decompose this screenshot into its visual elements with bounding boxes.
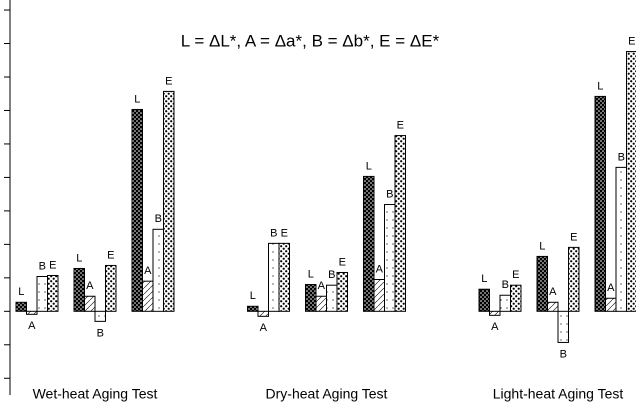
- bar: [305, 284, 317, 312]
- bar: [326, 284, 338, 312]
- bar-label: A: [144, 265, 152, 277]
- bar-label: E: [512, 269, 519, 281]
- bar-label: L: [18, 286, 24, 298]
- bar-label: B: [328, 269, 335, 281]
- bar-label: A: [549, 286, 557, 298]
- bar-label: A: [28, 320, 36, 332]
- bar: [131, 108, 143, 312]
- bar-label: E: [281, 227, 288, 239]
- bar: [152, 228, 164, 312]
- chart-title: L = ΔL*, A = Δa*, B = Δb*, E = ΔE*: [181, 31, 440, 50]
- bar-label: E: [570, 231, 577, 243]
- bar-label: L: [366, 160, 372, 172]
- bar: [105, 264, 117, 312]
- bar: [547, 301, 559, 312]
- bar: [394, 135, 406, 312]
- bar: [73, 267, 85, 312]
- bar-label: B: [97, 327, 104, 339]
- bar-label: B: [155, 213, 162, 225]
- bar: [268, 242, 280, 312]
- bar: [626, 51, 636, 312]
- bar: [605, 297, 617, 312]
- bar: [499, 294, 511, 312]
- bar: [315, 295, 327, 312]
- bar: [94, 310, 106, 322]
- bar: [142, 280, 154, 312]
- bar-label: E: [107, 249, 114, 261]
- bar-label: B: [39, 260, 46, 272]
- bar-label: A: [607, 282, 615, 294]
- bar-label: B: [560, 348, 567, 360]
- bar-label: L: [539, 240, 545, 252]
- bar-label: B: [386, 188, 393, 200]
- bar: [15, 301, 27, 312]
- bar: [278, 242, 290, 312]
- bar: [557, 310, 569, 343]
- bar-label: A: [318, 280, 326, 292]
- bar: [26, 310, 38, 315]
- bar: [489, 310, 501, 316]
- bar: [373, 279, 385, 312]
- x-tick-label: Dry-heat Aging Test: [266, 386, 388, 402]
- bar-label: A: [260, 322, 268, 334]
- bar: [615, 166, 627, 312]
- bar: [510, 284, 522, 312]
- bar: [336, 271, 348, 312]
- x-tick-label: Light-heat Aging Test: [493, 386, 624, 402]
- bar: [594, 95, 606, 312]
- x-tick-label: Wet-heat Aging Test: [33, 386, 158, 402]
- bar: [568, 246, 580, 312]
- bar-label: L: [250, 290, 256, 302]
- bar-label: E: [397, 119, 404, 131]
- bar-label: L: [76, 252, 82, 264]
- bar-label: B: [618, 151, 625, 163]
- bar-label: E: [628, 35, 635, 47]
- bar-label: L: [134, 93, 140, 105]
- bar: [247, 305, 259, 312]
- bar: [384, 204, 396, 312]
- bar-label: L: [308, 268, 314, 280]
- bar-label: A: [376, 263, 384, 275]
- bar: [36, 276, 48, 312]
- bar: [478, 288, 490, 312]
- bar: [536, 255, 548, 312]
- bar: [257, 310, 269, 317]
- bar-label: E: [339, 256, 346, 268]
- bar-label: L: [597, 80, 603, 92]
- bar: [84, 295, 96, 312]
- bar: [47, 274, 59, 312]
- bar-label: B: [270, 227, 277, 239]
- bar-label: A: [491, 321, 499, 333]
- bar-label: A: [86, 280, 94, 292]
- bar-label: L: [481, 273, 487, 285]
- bar-label: B: [502, 279, 509, 291]
- bar-label: E: [49, 259, 56, 271]
- bar: [163, 90, 175, 312]
- bar-label: E: [165, 75, 172, 87]
- bar: [363, 175, 375, 312]
